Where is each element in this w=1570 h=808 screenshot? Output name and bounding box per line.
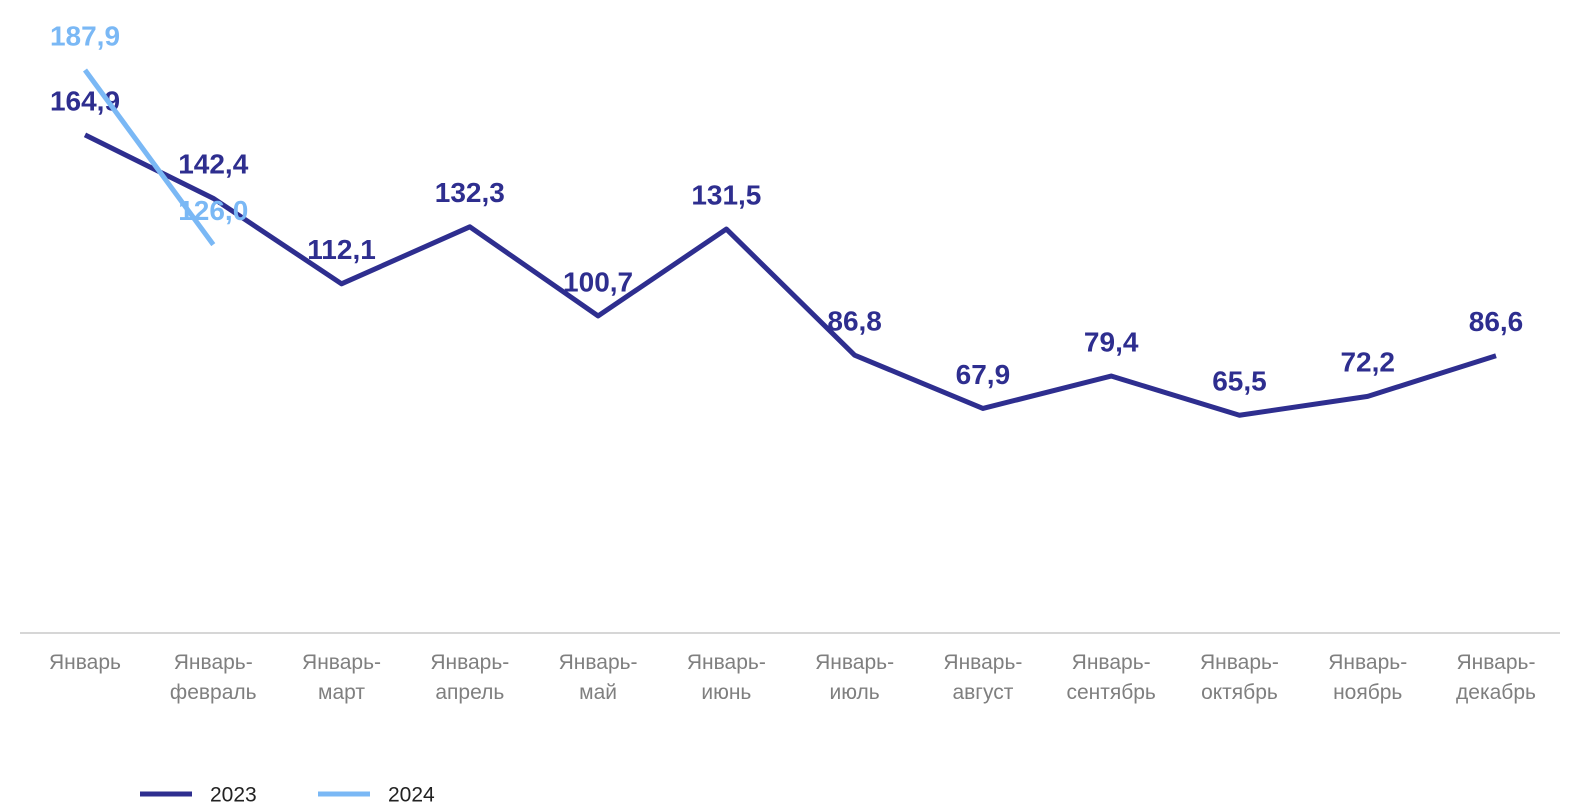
data-label: 187,9: [50, 20, 120, 51]
data-label: 86,8: [827, 306, 882, 337]
data-label: 86,6: [1469, 306, 1524, 337]
x-tick-label: Январь-февраль: [169, 651, 257, 704]
x-tick-label: Январь-май: [558, 651, 638, 704]
x-tick-label: Январь-март: [302, 651, 382, 704]
x-tick-label: Январь: [49, 651, 121, 674]
legend-label: 2024: [388, 784, 435, 807]
data-label: 79,4: [1084, 326, 1139, 357]
data-label: 112,1: [307, 234, 376, 265]
data-label: 131,5: [691, 179, 761, 210]
x-tick-label: Январь-июнь: [686, 651, 766, 704]
data-label: 100,7: [563, 266, 633, 297]
data-label: 126,0: [178, 195, 248, 226]
data-label: 132,3: [435, 177, 505, 208]
series-line: [83, 132, 1497, 418]
x-tick-label: Январь-октябрь: [1199, 651, 1279, 704]
x-tick-label: Январь-июль: [815, 651, 895, 704]
x-tick-label: Январь-август: [943, 651, 1023, 704]
data-label: 67,9: [956, 359, 1011, 390]
x-tick-label: Январь-сентябрь: [1066, 651, 1156, 704]
data-label: 65,5: [1212, 366, 1267, 397]
x-tick-label: Январь-декабрь: [1456, 651, 1536, 704]
x-tick-label: Январь-апрель: [430, 651, 510, 704]
x-tick-label: Январь-ноябрь: [1328, 651, 1408, 704]
series-line: [82, 68, 216, 247]
legend-label: 2023: [210, 784, 257, 807]
data-label: 72,2: [1340, 347, 1395, 378]
data-label: 142,4: [178, 149, 248, 180]
